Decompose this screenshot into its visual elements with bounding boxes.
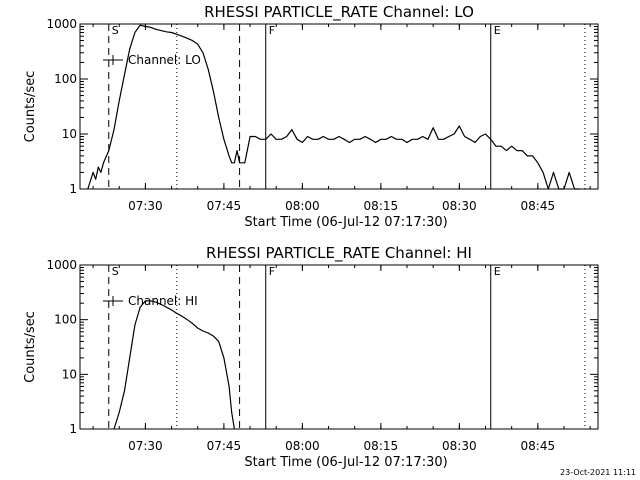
event-marker-label: F [269, 24, 275, 37]
x-tick-label: 08:00 [285, 199, 320, 213]
chart-panel-hi: RHESSI PARTICLE_RATE Channel: HI Start T… [23, 244, 599, 470]
chart-title: RHESSI PARTICLE_RATE Channel: LO [204, 3, 474, 22]
y-tick-label: 1 [69, 422, 77, 436]
y-tick-label: 100 [54, 72, 77, 86]
plot-frame [79, 264, 599, 430]
x-tick-label: 08:15 [364, 439, 399, 453]
x-tick-label: 08:00 [285, 439, 320, 453]
legend-entry: Channel: LO [128, 53, 201, 67]
event-marker-label: F [269, 265, 275, 278]
x-tick-label: 07:30 [128, 199, 163, 213]
x-tick-label: 08:15 [364, 199, 399, 213]
event-marker-label: E [494, 24, 501, 37]
event-marker-label: S [112, 265, 119, 278]
legend: Channel: LO [103, 53, 201, 67]
y-tick-label: 1000 [46, 258, 77, 272]
x-tick-label: 08:30 [442, 439, 477, 453]
event-marker-label: S [112, 24, 119, 37]
legend-entry: Channel: HI [128, 294, 198, 308]
y-axis-label: Counts/sec [23, 311, 38, 383]
plot-frame [79, 23, 599, 190]
chart-title: RHESSI PARTICLE_RATE Channel: HI [206, 244, 472, 263]
y-tick-label: 100 [54, 313, 77, 327]
x-axis-label: Start Time (06-Jul-12 07:17:30) [244, 455, 447, 470]
x-tick-label: 08:45 [521, 439, 556, 453]
legend: Channel: HI [103, 294, 198, 308]
x-tick-label: 08:30 [442, 199, 477, 213]
event-marker-label: E [494, 265, 501, 278]
x-axis-label: Start Time (06-Jul-12 07:17:30) [244, 215, 447, 230]
x-tick-label: 07:45 [207, 439, 242, 453]
x-tick-label: 08:45 [521, 199, 556, 213]
x-tick-label: 07:30 [128, 439, 163, 453]
y-tick-label: 10 [62, 127, 77, 141]
x-tick-label: 07:45 [207, 199, 242, 213]
series-line [113, 300, 235, 430]
y-tick-label: 1 [69, 182, 77, 196]
series-line [87, 24, 580, 190]
chart-panel-lo: RHESSI PARTICLE_RATE Channel: LO Start T… [23, 3, 599, 230]
y-tick-label: 1000 [46, 17, 77, 31]
footer-date: 23-Oct-2021 11:11 [560, 468, 636, 477]
y-tick-label: 10 [62, 367, 77, 381]
y-axis-label: Counts/sec [23, 71, 38, 143]
